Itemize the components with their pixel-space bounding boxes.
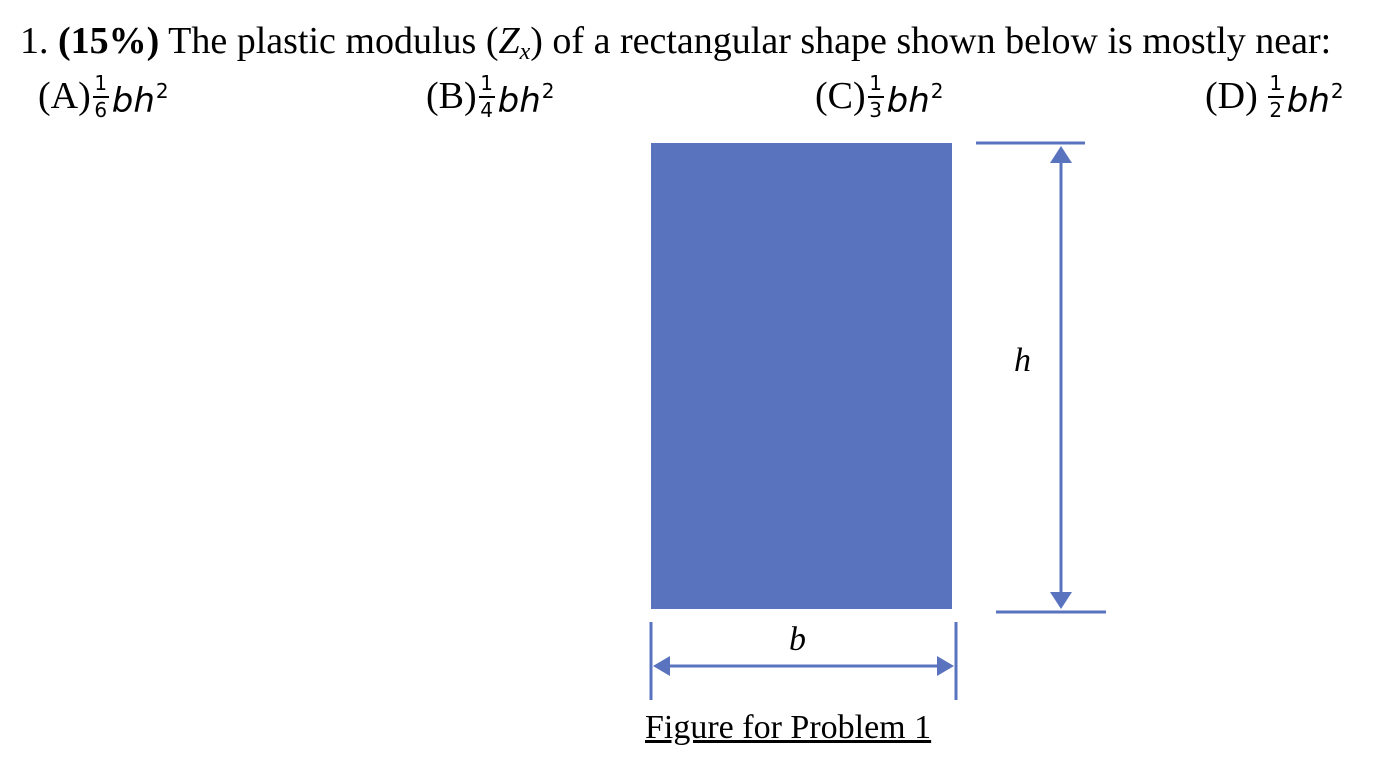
choice-letter: (C) — [815, 75, 866, 117]
choice-b[interactable]: (B) 1 4 bh2 — [426, 66, 555, 126]
choice-expression: bh2 — [887, 71, 944, 121]
width-arrow-right — [937, 656, 954, 676]
figure-caption: Figure for Problem 1 — [645, 709, 932, 746]
fraction: 1 3 — [867, 70, 884, 122]
expression-base: bh — [497, 81, 541, 121]
choice-letter: (B) — [426, 75, 477, 117]
rectangular-cross-section — [651, 143, 952, 609]
expression-power: 2 — [155, 79, 169, 103]
height-arrow-down — [1050, 592, 1072, 609]
height-arrow-up — [1050, 146, 1072, 163]
question-weight-group: (15%) — [58, 20, 159, 62]
fraction: 1 2 — [1267, 70, 1284, 122]
expression-base: bh — [1286, 81, 1330, 121]
fraction-bar — [1267, 95, 1284, 98]
weight-close-paren: ) — [146, 20, 160, 62]
modulus-subscript: x — [519, 39, 531, 65]
expression-base: bh — [111, 81, 155, 121]
expression-power: 2 — [1330, 79, 1344, 103]
fraction-bar — [867, 95, 884, 98]
question-text-after: ) of a rectangular shape shown below is … — [530, 20, 1332, 62]
weight-open-paren: ( — [58, 20, 71, 62]
question-text-before: The plastic modulus ( — [168, 20, 499, 62]
fraction-denominator: 6 — [94, 97, 108, 122]
expression-base: bh — [886, 81, 930, 121]
fraction-numerator: 1 — [94, 70, 108, 95]
fraction: 1 4 — [478, 70, 495, 122]
height-label: h — [1014, 342, 1031, 379]
choice-letter: (D) — [1205, 75, 1258, 117]
question-number: 1. — [20, 20, 49, 62]
modulus-symbol: Z — [498, 20, 520, 62]
fraction-numerator: 1 — [480, 70, 494, 95]
fraction-bar — [478, 95, 495, 98]
width-dimension: b — [649, 621, 958, 700]
fraction: 1 6 — [92, 70, 109, 122]
expression-power: 2 — [930, 79, 944, 103]
fraction-numerator: 1 — [869, 70, 883, 95]
fraction-denominator: 3 — [869, 97, 883, 122]
fraction-denominator: 2 — [1269, 97, 1283, 122]
choice-c[interactable]: (C) 1 3 bh2 — [815, 66, 944, 126]
fraction-bar — [92, 95, 109, 98]
fraction-numerator: 1 — [1269, 70, 1283, 95]
height-dimension: h — [976, 141, 1106, 614]
fraction-denominator: 4 — [480, 97, 494, 122]
choice-expression: bh2 — [498, 71, 555, 121]
choice-expression: bh2 — [1287, 71, 1344, 121]
expression-power: 2 — [541, 79, 555, 103]
width-label: b — [789, 621, 806, 658]
choice-expression: bh2 — [112, 71, 169, 121]
question-text: 1. (15%) The plastic modulus (Zx) of a r… — [20, 18, 1331, 75]
choice-letter: (A) — [38, 75, 91, 117]
width-arrow-left — [653, 656, 670, 676]
choice-d[interactable]: (D) 1 2 bh2 — [1205, 66, 1344, 126]
choice-a[interactable]: (A) 1 6 bh2 — [38, 66, 169, 126]
question-weight: 15% — [70, 20, 147, 62]
